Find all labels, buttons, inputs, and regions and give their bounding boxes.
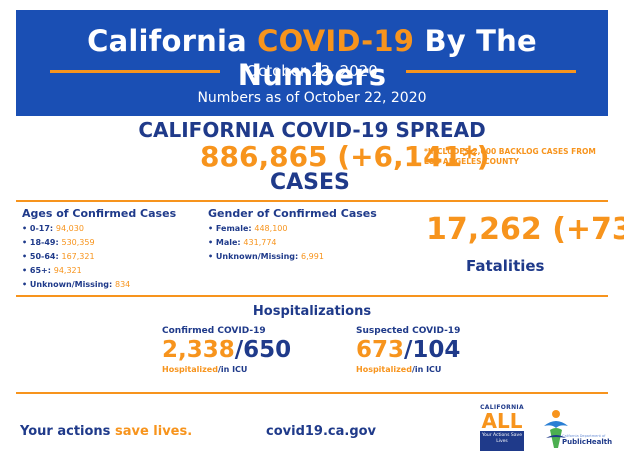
list-item: • Unknown/Missing: 834 xyxy=(22,278,202,292)
item-value: 94,030 xyxy=(55,224,84,233)
title-part2: By The Numbers xyxy=(237,24,537,92)
title-part1: California xyxy=(87,24,247,58)
item-label: • 18-49: xyxy=(22,238,59,247)
sub-hospitalized: Hospitalized xyxy=(356,365,412,374)
list-item: • 50-64: 167,321 xyxy=(22,250,202,264)
suspected-sub: Hospitalized/in ICU xyxy=(356,365,506,374)
suspected-separator: / xyxy=(404,337,413,363)
cdph-figure-icon xyxy=(544,410,568,448)
list-item: • Male: 431,774 xyxy=(208,236,408,250)
slogan-part1: Your actions xyxy=(20,424,111,439)
confirmed-icu: 650 xyxy=(243,337,292,363)
item-value: 448,100 xyxy=(254,224,288,233)
item-label: • Female: xyxy=(208,224,252,233)
ca-all-word: ALL xyxy=(481,409,523,433)
list-item: • 65+: 94,321 xyxy=(22,264,202,278)
item-label: • Unknown/Missing: xyxy=(208,252,299,261)
list-item: • Female: 448,100 xyxy=(208,222,408,236)
footer-slogan: Your actions save lives. xyxy=(20,424,192,439)
california-all-logo: CALIFORNIA ALL Your Actions Save Lives xyxy=(480,404,524,458)
fatalities-label: Fatalities xyxy=(466,257,545,275)
ages-title: Ages of Confirmed Cases xyxy=(22,207,177,220)
header-as-of: Numbers as of October 22, 2020 xyxy=(197,90,427,106)
confirmed-separator: / xyxy=(234,337,244,363)
item-label: • 50-64: xyxy=(22,252,59,261)
cdph-sub: California Department of xyxy=(562,434,606,438)
cdph-name: PublicHealth xyxy=(562,438,613,446)
cases-change: (+6,141*) xyxy=(337,140,490,173)
footer-url-link[interactable]: covid19.ca.gov xyxy=(266,424,377,439)
sub-icu: /in ICU xyxy=(217,365,248,374)
confirmed-title: Confirmed COVID-19 xyxy=(162,326,266,336)
suspected-hospitalized: 673 xyxy=(356,337,405,363)
item-value: 167,321 xyxy=(61,252,95,261)
suspected-numbers: 673/104 xyxy=(356,337,506,363)
item-label: • 0-17: xyxy=(22,224,54,233)
page-title: California COVID-19 By The Numbers xyxy=(16,24,608,92)
cases-label: CASES xyxy=(270,170,350,195)
gender-list: • Female: 448,100 • Male: 431,774 • Unkn… xyxy=(208,222,408,264)
cases-total: 886,865 xyxy=(200,140,328,173)
header-rule-right xyxy=(406,70,576,73)
divider-top xyxy=(16,200,608,202)
divider-middle xyxy=(16,295,608,297)
cdph-text: California Department of PublicHealth xyxy=(562,434,612,446)
hospitalizations-title: Hospitalizations xyxy=(252,304,372,319)
sub-hospitalized: Hospitalized xyxy=(162,365,218,374)
fatalities-number: 17,262 (+73) xyxy=(426,212,624,247)
list-item: • 0-17: 94,030 xyxy=(22,222,202,236)
item-value: 6,991 xyxy=(301,252,324,261)
ca-all-tagline: Your Actions Save Lives xyxy=(480,431,524,451)
cdph-logo: California Department of PublicHealth xyxy=(540,408,616,456)
suspected-title: Suspected COVID-19 xyxy=(356,326,461,336)
spread-title: CALIFORNIA COVID-19 SPREAD xyxy=(138,118,486,142)
item-value: 94,321 xyxy=(53,266,82,275)
header-rule-left xyxy=(50,70,220,73)
suspected-card: Suspected COVID-19 673/104 Hospitalized/… xyxy=(356,326,506,374)
confirmed-sub: Hospitalized/in ICU xyxy=(162,365,312,374)
item-label: • Unknown/Missing: xyxy=(22,280,113,289)
item-value: 530,359 xyxy=(61,238,95,247)
title-highlight: COVID-19 xyxy=(257,24,415,58)
confirmed-hospitalized: 2,338 xyxy=(162,337,235,363)
gender-block: Gender of Confirmed Cases • Female: 448,… xyxy=(208,207,408,264)
list-item: • Unknown/Missing: 6,991 xyxy=(208,250,408,264)
suspected-icu: 104 xyxy=(412,337,461,363)
divider-bottom xyxy=(16,392,608,394)
confirmed-numbers: 2,338/650 xyxy=(162,337,312,363)
gender-title: Gender of Confirmed Cases xyxy=(208,207,377,220)
item-value: 431,774 xyxy=(243,238,277,247)
cases-number: 886,865 (+6,141*) xyxy=(200,140,490,173)
header-date: October 23, 2020 xyxy=(246,62,378,80)
list-item: • 18-49: 530,359 xyxy=(22,236,202,250)
item-label: • Male: xyxy=(208,238,241,247)
header-banner: California COVID-19 By The Numbers Octob… xyxy=(16,10,608,116)
ca-all-top-text: CALIFORNIA xyxy=(480,404,524,411)
cases-note: *INCLUDES 2,000 BACKLOG CASES FROM LOS A… xyxy=(424,147,596,166)
sub-icu: /in ICU xyxy=(411,365,442,374)
ages-list: • 0-17: 94,030 • 18-49: 530,359 • 50-64:… xyxy=(22,222,202,292)
item-label: • 65+: xyxy=(22,266,51,275)
item-value: 834 xyxy=(115,280,131,289)
ages-block: Ages of Confirmed Cases • 0-17: 94,030 •… xyxy=(22,207,202,292)
slogan-highlight: save lives. xyxy=(114,424,193,439)
confirmed-card: Confirmed COVID-19 2,338/650 Hospitalize… xyxy=(162,326,312,374)
